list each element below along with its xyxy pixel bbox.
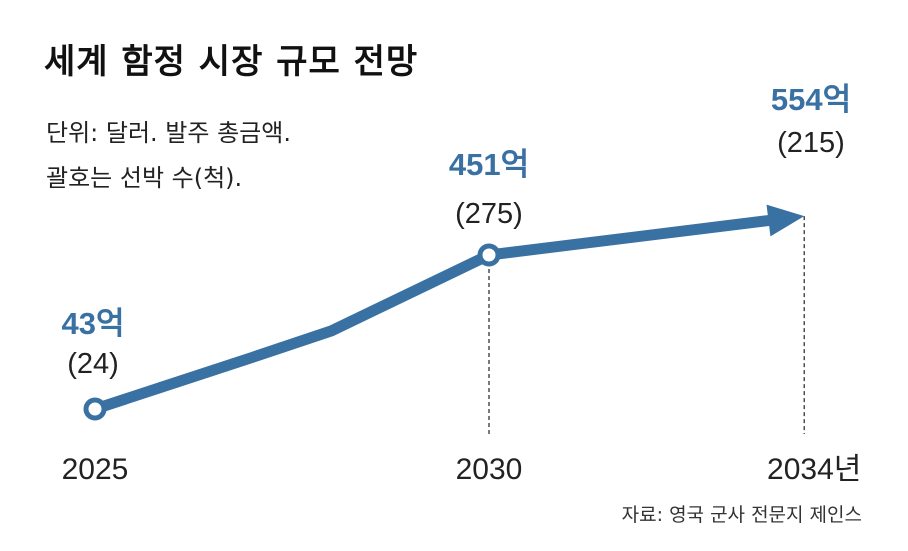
x-tick-label-2: 2034년 [767,453,861,486]
value-label-2025: 43억 [61,306,124,341]
source-note: 자료: 영국 군사 전문지 제인스 [621,504,862,526]
value-label-2030: 451억 [449,147,529,182]
point-marker-2030 [477,243,501,267]
x-tick-label-1: 2030 [456,453,523,486]
series-line [89,214,776,415]
chart-subtitle-unit: 단위: 달러. 발주 총금액. [46,119,291,147]
x-tick-label-0: 2025 [62,453,129,486]
value-label-2034: 554억 [771,82,851,117]
count-label-2034: (215) [777,127,845,159]
chart-title: 세계 함정 시장 규모 전망 [44,42,419,82]
count-label-2030: (275) [455,198,523,230]
chart-subtitle-note: 괄호는 선박 수(척). [46,164,243,192]
count-label-2025: (24) [67,348,119,380]
point-marker-2025 [83,397,107,421]
series-arrowhead [766,204,805,237]
